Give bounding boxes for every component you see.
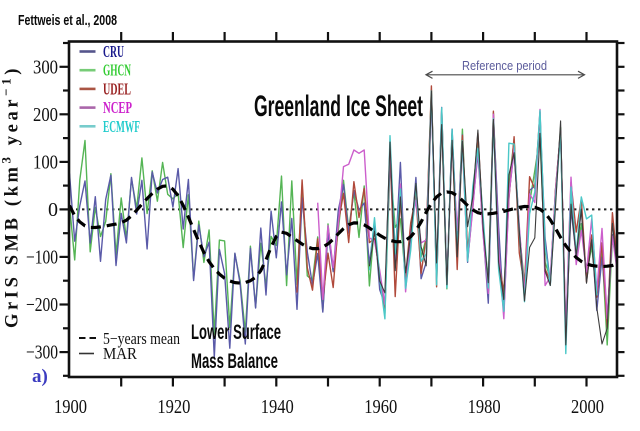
svg-text:−200: −200 bbox=[26, 294, 58, 316]
svg-text:300: 300 bbox=[33, 56, 58, 78]
svg-text:UDEL: UDEL bbox=[103, 79, 131, 98]
svg-text:1960: 1960 bbox=[364, 396, 397, 418]
svg-text:Greenland Ice Sheet: Greenland Ice Sheet bbox=[254, 90, 423, 123]
svg-text:Reference period: Reference period bbox=[462, 58, 547, 73]
svg-text:GHCN: GHCN bbox=[103, 61, 131, 80]
svg-text:200: 200 bbox=[33, 104, 58, 126]
svg-text:Mass Balance: Mass Balance bbox=[191, 349, 278, 373]
svg-text:−300: −300 bbox=[26, 342, 58, 364]
svg-text:Fettweis et al., 2008: Fettweis et al., 2008 bbox=[18, 12, 117, 29]
svg-text:1980: 1980 bbox=[468, 396, 501, 418]
svg-text:NCEP: NCEP bbox=[103, 98, 132, 117]
svg-text:1940: 1940 bbox=[261, 396, 294, 418]
svg-text:ECMWF: ECMWF bbox=[103, 117, 140, 136]
svg-text:1900: 1900 bbox=[54, 396, 87, 418]
svg-text:1920: 1920 bbox=[157, 396, 190, 418]
svg-text:100: 100 bbox=[33, 151, 58, 173]
svg-text:GrIS SMB (km3 year−1): GrIS SMB (km3 year−1) bbox=[0, 65, 23, 328]
svg-text:−100: −100 bbox=[26, 246, 58, 268]
svg-text:a): a) bbox=[32, 366, 48, 387]
svg-text:0: 0 bbox=[48, 199, 58, 221]
svg-text:5−years mean: 5−years mean bbox=[103, 329, 180, 348]
svg-text:Lower Surface: Lower Surface bbox=[191, 320, 281, 344]
svg-text:CRU: CRU bbox=[103, 42, 124, 61]
svg-text:2000: 2000 bbox=[571, 396, 604, 418]
svg-text:MAR: MAR bbox=[103, 344, 137, 363]
